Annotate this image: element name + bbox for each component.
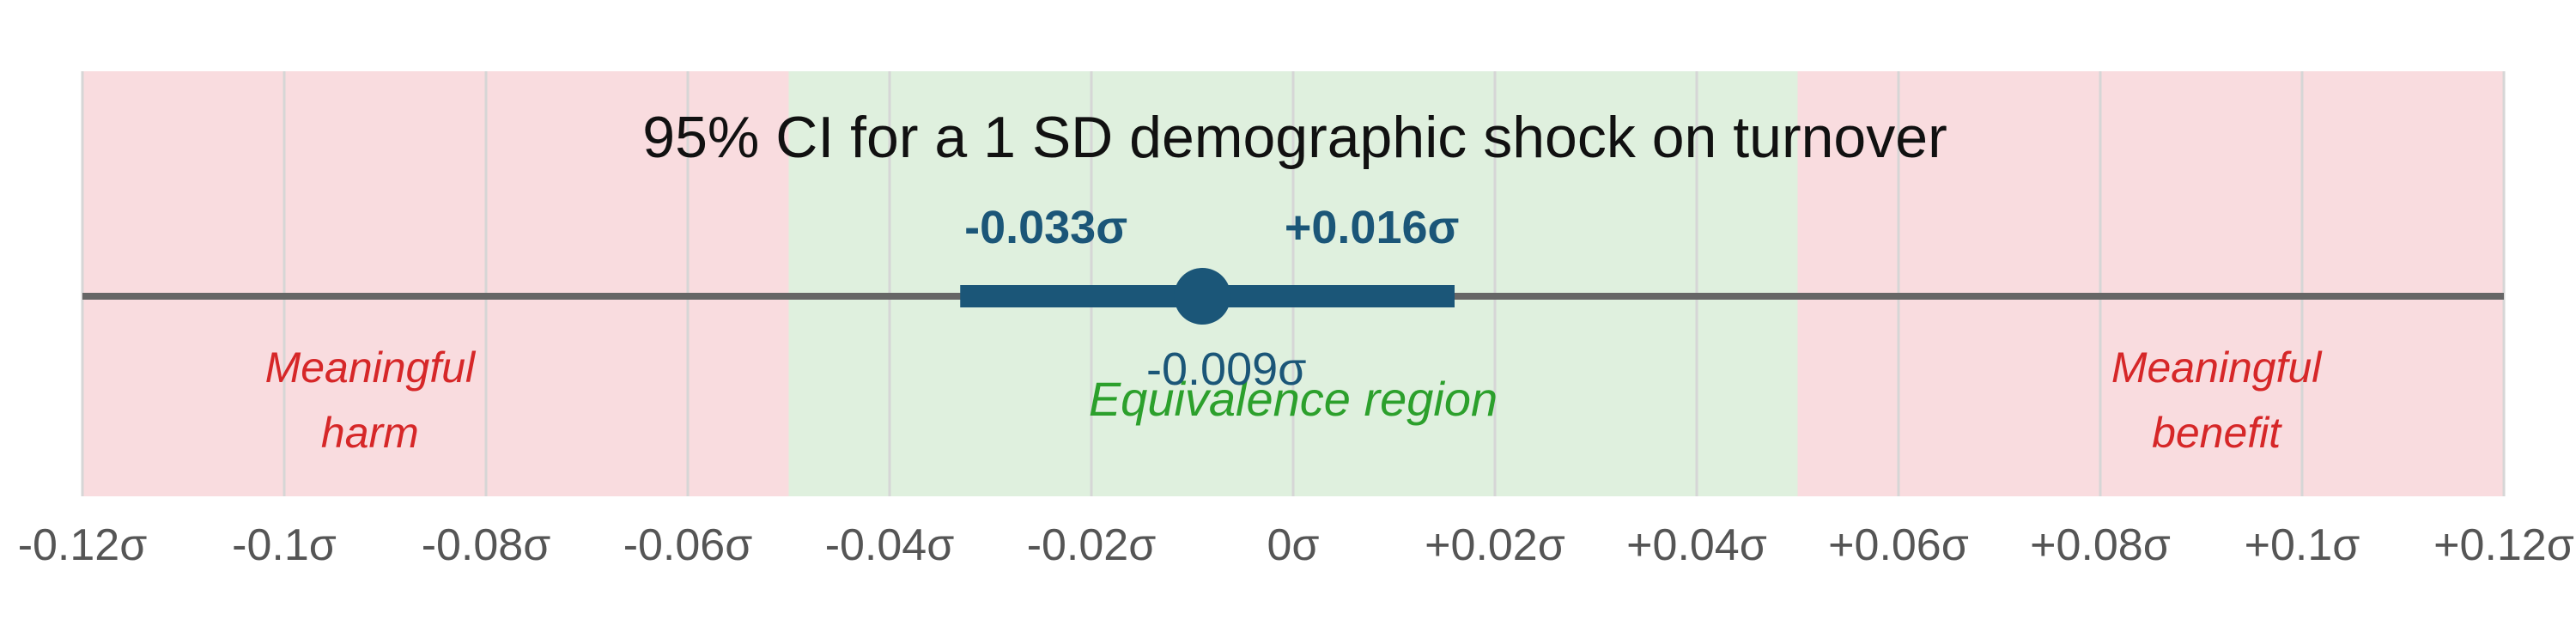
x-tick-label: +0.12σ bbox=[2433, 520, 2574, 570]
chart-title: 95% CI for a 1 SD demographic shock on t… bbox=[642, 105, 1947, 170]
estimate-point bbox=[1174, 268, 1231, 325]
region-label-benefit: Meaningful benefit bbox=[2111, 343, 2323, 457]
tick-labels-layer: -0.12σ -0.1σ -0.08σ -0.06σ -0.04σ -0.02σ 0σ +0.… bbox=[18, 520, 2574, 570]
x-tick-label: +0.08σ bbox=[2030, 520, 2171, 570]
x-tick-label: -0.04σ bbox=[825, 520, 955, 570]
ci-lower-label: -0.033σ bbox=[964, 202, 1127, 253]
region-label-line: Meaningful bbox=[265, 343, 477, 392]
region-label-equivalence: Equivalence region bbox=[1089, 372, 1498, 426]
estimate-label: -0.009σ bbox=[1146, 343, 1306, 395]
region-label-line: Meaningful bbox=[2111, 343, 2323, 392]
x-tick-label: -0.02σ bbox=[1027, 520, 1157, 570]
region-harm bbox=[82, 71, 789, 496]
ci-upper-label: +0.016σ bbox=[1285, 202, 1460, 253]
x-tick-label: -0.08σ bbox=[422, 520, 551, 570]
x-tick-label: -0.06σ bbox=[623, 520, 753, 570]
x-tick-label: +0.02σ bbox=[1425, 520, 1565, 570]
region-label-harm: Meaningful harm bbox=[265, 343, 477, 457]
x-tick-label: -0.1σ bbox=[232, 520, 337, 570]
region-benefit bbox=[1797, 71, 2504, 496]
region-label-line: benefit bbox=[2152, 409, 2282, 457]
x-tick-label: +0.04σ bbox=[1626, 520, 1767, 570]
grid-layer bbox=[81, 71, 2506, 496]
x-tick-label: +0.1σ bbox=[2245, 520, 2360, 570]
x-tick-label: 0σ bbox=[1267, 520, 1319, 570]
x-tick-label: +0.06σ bbox=[1828, 520, 1969, 570]
x-tick-label: -0.12σ bbox=[18, 520, 148, 570]
region-labels-layer: Meaningful harm Equivalence region Meaningf… bbox=[265, 343, 2324, 457]
ci-layer: -0.033σ +0.016σ -0.009σ bbox=[960, 202, 1459, 395]
region-label-line: harm bbox=[321, 409, 419, 457]
